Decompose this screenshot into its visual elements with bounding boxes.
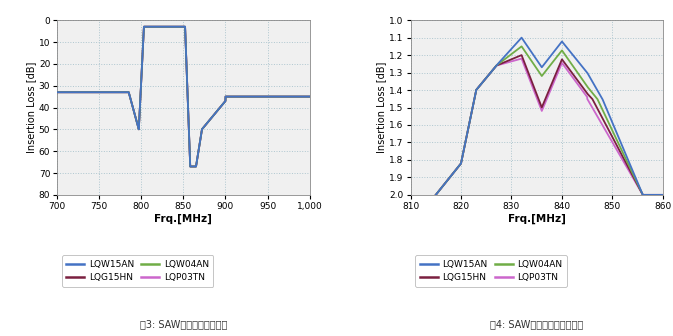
Legend: LQW15AN, LQG15HN, LQW04AN, LQP03TN: LQW15AN, LQG15HN, LQW04AN, LQP03TN (62, 255, 213, 287)
X-axis label: Frq.[MHz]: Frq.[MHz] (155, 214, 212, 224)
Text: 図4: SAW滤波器的通频带特性: 図4: SAW滤波器的通频带特性 (490, 319, 583, 329)
Text: 図3: SAW滤波器的整体特性: 図3: SAW滤波器的整体特性 (140, 319, 227, 329)
Y-axis label: Insertion Loss [dB]: Insertion Loss [dB] (26, 62, 36, 153)
Y-axis label: Insertion Loss [dB]: Insertion Loss [dB] (376, 62, 386, 153)
Legend: LQW15AN, LQG15HN, LQW04AN, LQP03TN: LQW15AN, LQG15HN, LQW04AN, LQP03TN (415, 255, 567, 287)
X-axis label: Frq.[MHz]: Frq.[MHz] (508, 214, 565, 224)
